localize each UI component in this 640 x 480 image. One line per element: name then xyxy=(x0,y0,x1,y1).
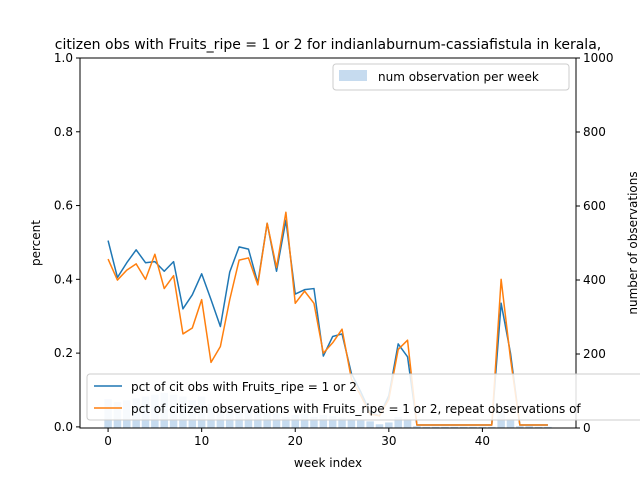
legend-line-2-label: pct of citizen observations with Fruits_… xyxy=(131,402,581,416)
bar-week-28 xyxy=(366,421,374,428)
legend-upper-box xyxy=(332,63,570,91)
bar-week-43 xyxy=(506,418,515,428)
legend-lower: pct of cit obs with Fruits_ripe = 1 or 2… xyxy=(86,373,640,421)
bar-week-39 xyxy=(469,426,477,428)
legend-lower-box xyxy=(86,373,640,421)
bar-week-25 xyxy=(338,417,346,428)
bar-week-27 xyxy=(357,420,365,428)
bar-week-37 xyxy=(450,426,459,428)
x-axis-label: week index xyxy=(294,456,362,470)
bar-week-23 xyxy=(319,415,328,428)
legend-bar-label: num observation per week xyxy=(378,70,539,84)
bar-week-20 xyxy=(291,415,299,428)
bar-week-45 xyxy=(525,426,533,428)
x-tick-label: 0 xyxy=(104,434,112,448)
legend-upper: num observation per week xyxy=(332,63,570,91)
bar-week-29 xyxy=(375,424,384,428)
y2-tick-label: 0 xyxy=(583,421,591,435)
bar-week-24 xyxy=(328,416,337,428)
y2-tick-label: 400 xyxy=(583,273,606,287)
y-tick-label: 0.6 xyxy=(54,199,73,213)
bar-week-18 xyxy=(272,413,281,428)
bar-week-30 xyxy=(385,422,393,428)
bar-week-35 xyxy=(431,426,440,428)
y-axis-label: percent xyxy=(29,220,43,266)
bar-week-40 xyxy=(478,426,487,428)
x-tick-label: 20 xyxy=(288,434,303,448)
y2-tick-label: 200 xyxy=(583,347,606,361)
legend-bar-swatch xyxy=(339,70,367,81)
x-tick-label: 10 xyxy=(194,434,209,448)
bar-week-21 xyxy=(300,413,309,428)
bar-week-26 xyxy=(347,418,356,428)
x-tick-label: 40 xyxy=(475,434,490,448)
bar-week-36 xyxy=(441,426,449,428)
y2-tick-label: 1000 xyxy=(583,51,614,65)
bar-week-41 xyxy=(488,426,496,428)
y2-tick-label: 800 xyxy=(583,125,606,139)
bar-week-32 xyxy=(403,418,412,428)
line-series xyxy=(107,211,548,426)
bar-week-31 xyxy=(394,416,402,428)
x-tick-label: 30 xyxy=(381,434,396,448)
y-tick-label: 1.0 xyxy=(54,51,73,65)
y-tick-label: 0.2 xyxy=(54,346,73,360)
line-series-2 xyxy=(107,211,548,426)
bar-week-44 xyxy=(516,426,524,428)
y-tick-label: 0.8 xyxy=(54,125,73,139)
bar-week-46 xyxy=(534,426,543,428)
y2-axis-label: number of observations xyxy=(626,171,640,314)
y2-tick-label: 600 xyxy=(583,199,606,213)
bar-week-22 xyxy=(310,416,318,428)
y-tick-label: 0.4 xyxy=(54,272,73,286)
bar-week-19 xyxy=(282,416,290,428)
y-axis-ticks: 0.0 0.2 0.4 0.6 0.8 1.0 xyxy=(54,51,80,434)
y2-axis-ticks: 0 200 400 600 800 1000 xyxy=(576,51,614,435)
bar-week-33 xyxy=(413,426,421,428)
x-axis-ticks: 0 10 20 30 40 xyxy=(104,428,490,448)
bar-week-38 xyxy=(459,426,468,428)
y-tick-label: 0.0 xyxy=(54,420,73,434)
legend-line-1-label: pct of cit obs with Fruits_ripe = 1 or 2 xyxy=(131,380,357,394)
bar-week-34 xyxy=(422,426,431,428)
bar-week-47 xyxy=(544,426,552,428)
chart-title: citizen obs with Fruits_ripe = 1 or 2 fo… xyxy=(55,37,601,53)
plot-frame xyxy=(79,57,577,429)
